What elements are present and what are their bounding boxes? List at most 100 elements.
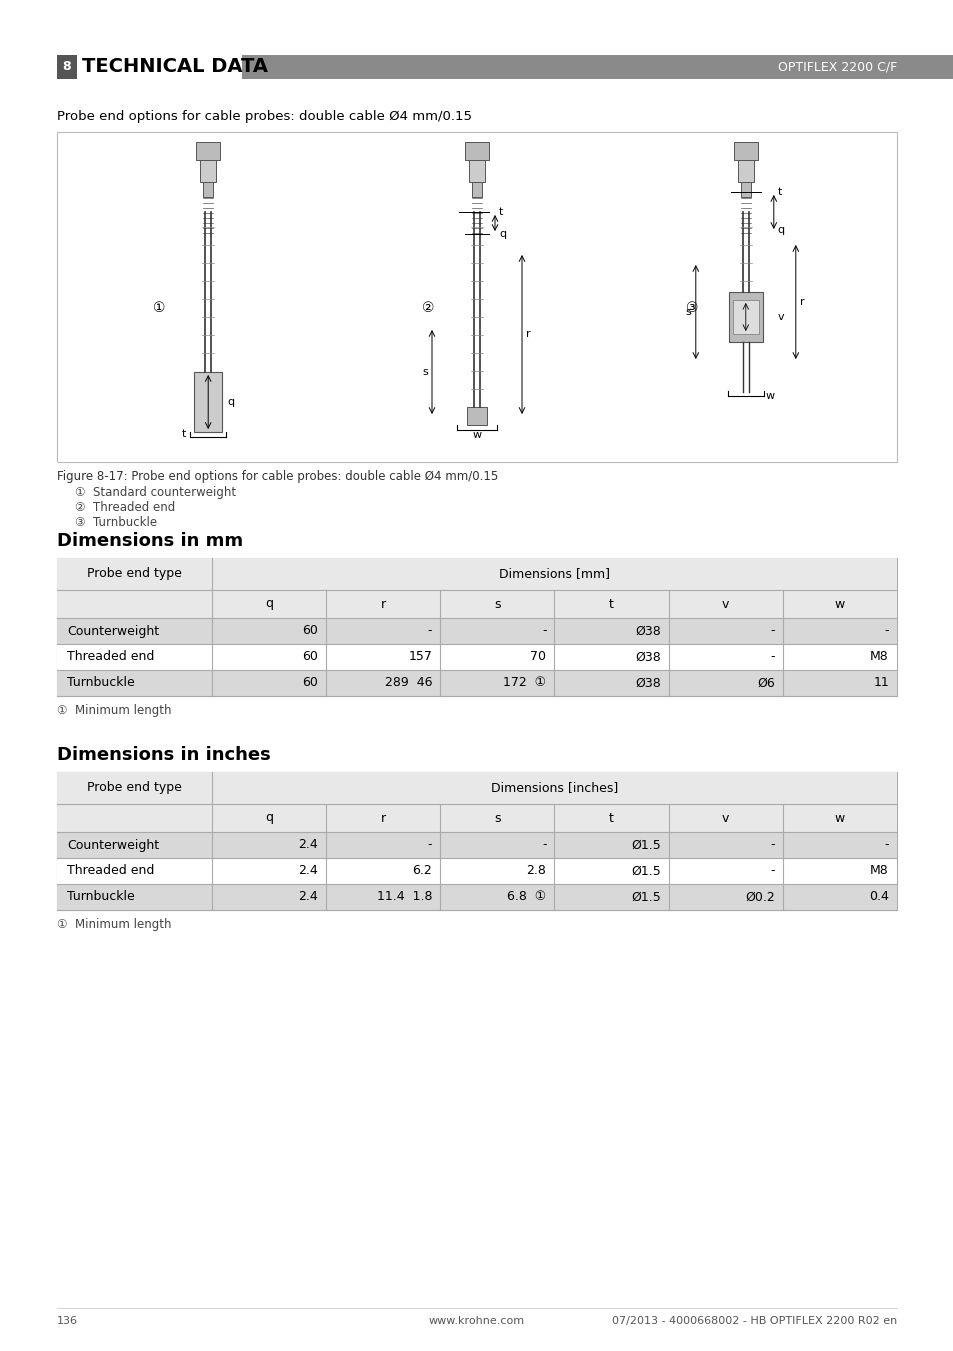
Bar	[469, 159, 484, 182]
Bar	[733, 142, 757, 159]
Text: w: w	[472, 430, 481, 440]
Bar	[57, 858, 896, 884]
Text: ③: ③	[685, 301, 698, 315]
Text: q: q	[265, 597, 273, 611]
Bar	[57, 590, 896, 617]
Text: 2.4: 2.4	[298, 865, 318, 878]
Bar	[57, 804, 896, 832]
Text: Threaded end: Threaded end	[67, 865, 154, 878]
Text: w: w	[834, 597, 844, 611]
Text: Ø6: Ø6	[757, 677, 774, 689]
Text: 11: 11	[872, 677, 888, 689]
Text: s: s	[494, 812, 500, 824]
Text: -: -	[541, 624, 546, 638]
Bar	[57, 55, 77, 78]
Text: w: w	[834, 812, 844, 824]
Text: Dimensions [inches]: Dimensions [inches]	[491, 781, 618, 794]
Text: -: -	[883, 839, 888, 851]
Bar	[242, 55, 953, 78]
Text: ①: ①	[153, 301, 166, 315]
Bar	[57, 670, 896, 696]
Text: t: t	[609, 812, 614, 824]
Text: ③  Turnbuckle: ③ Turnbuckle	[75, 516, 157, 530]
Text: w: w	[765, 390, 774, 401]
Text: -: -	[883, 624, 888, 638]
Bar	[57, 132, 896, 462]
Text: Ø0.2: Ø0.2	[744, 890, 774, 904]
Text: t: t	[609, 597, 614, 611]
Text: Dimensions [mm]: Dimensions [mm]	[498, 567, 609, 581]
Text: s: s	[494, 597, 500, 611]
Text: Probe end type: Probe end type	[87, 781, 182, 794]
Text: Figure 8-17: Probe end options for cable probes: double cable Ø4 mm/0.15: Figure 8-17: Probe end options for cable…	[57, 470, 497, 484]
Text: ②  Threaded end: ② Threaded end	[75, 501, 175, 513]
Text: q: q	[498, 230, 506, 239]
Bar	[196, 142, 220, 159]
Text: Dimensions in mm: Dimensions in mm	[57, 532, 243, 550]
Bar	[57, 884, 896, 911]
Text: q: q	[777, 226, 784, 235]
Bar	[57, 644, 896, 670]
Text: 11.4  1.8: 11.4 1.8	[376, 890, 432, 904]
Text: -: -	[541, 839, 546, 851]
Text: -: -	[769, 650, 774, 663]
Text: Threaded end: Threaded end	[67, 650, 154, 663]
Text: 60: 60	[302, 677, 318, 689]
Text: q: q	[265, 812, 273, 824]
Text: Dimensions in inches: Dimensions in inches	[57, 746, 271, 765]
Text: -: -	[769, 865, 774, 878]
Text: t: t	[777, 186, 781, 197]
Text: Counterweight: Counterweight	[67, 839, 159, 851]
Text: -: -	[427, 624, 432, 638]
Text: Ø38: Ø38	[635, 624, 660, 638]
Text: 157: 157	[408, 650, 432, 663]
Text: s: s	[422, 367, 428, 377]
Text: 2.4: 2.4	[298, 839, 318, 851]
Text: s: s	[684, 307, 690, 317]
Text: 289  46: 289 46	[384, 677, 432, 689]
Bar	[57, 832, 896, 858]
Text: 8: 8	[63, 61, 71, 73]
Text: 136: 136	[57, 1316, 78, 1325]
Text: ②: ②	[421, 301, 434, 315]
Text: Counterweight: Counterweight	[67, 624, 159, 638]
Text: 2.4: 2.4	[298, 890, 318, 904]
Text: Turnbuckle: Turnbuckle	[67, 890, 134, 904]
Text: www.krohne.com: www.krohne.com	[429, 1316, 524, 1325]
Text: Probe end options for cable probes: double cable Ø4 mm/0.15: Probe end options for cable probes: doub…	[57, 109, 472, 123]
Text: v: v	[777, 312, 783, 322]
Text: 6.2: 6.2	[412, 865, 432, 878]
Text: -: -	[769, 839, 774, 851]
Text: M8: M8	[869, 650, 888, 663]
Text: -: -	[427, 839, 432, 851]
Bar	[732, 300, 758, 334]
Text: -: -	[769, 624, 774, 638]
Bar	[464, 142, 489, 159]
Text: t: t	[182, 430, 187, 439]
Text: Turnbuckle: Turnbuckle	[67, 677, 134, 689]
Text: Ø1.5: Ø1.5	[630, 890, 660, 904]
Text: Ø1.5: Ø1.5	[630, 865, 660, 878]
Bar	[57, 617, 896, 644]
Bar	[57, 771, 896, 804]
Text: v: v	[721, 597, 729, 611]
Text: ①  Standard counterweight: ① Standard counterweight	[75, 486, 236, 499]
Text: Ø38: Ø38	[635, 677, 660, 689]
Text: Probe end type: Probe end type	[87, 567, 182, 581]
Text: q: q	[227, 397, 234, 407]
Text: 07/2013 - 4000668002 - HB OPTIFLEX 2200 R02 en: 07/2013 - 4000668002 - HB OPTIFLEX 2200 …	[611, 1316, 896, 1325]
Text: r: r	[380, 812, 385, 824]
Text: 172  ①: 172 ①	[503, 677, 546, 689]
Text: r: r	[799, 297, 803, 307]
Text: M8: M8	[869, 865, 888, 878]
Text: 2.8: 2.8	[526, 865, 546, 878]
Text: 70: 70	[530, 650, 546, 663]
Bar	[740, 182, 750, 197]
Text: Ø1.5: Ø1.5	[630, 839, 660, 851]
Text: ①  Minimum length: ① Minimum length	[57, 917, 172, 931]
Text: r: r	[380, 597, 385, 611]
Bar	[57, 558, 896, 590]
Text: 6.8  ①: 6.8 ①	[507, 890, 546, 904]
Bar	[472, 182, 481, 197]
Bar	[194, 372, 222, 432]
